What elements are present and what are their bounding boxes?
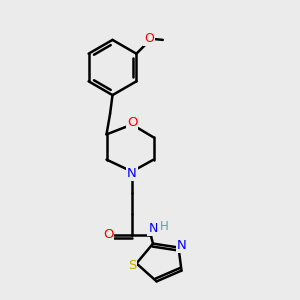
Text: O: O (103, 227, 113, 241)
Text: O: O (144, 32, 154, 45)
Text: N: N (127, 167, 137, 180)
Text: S: S (128, 259, 136, 272)
Text: N: N (148, 221, 158, 235)
Text: O: O (127, 116, 137, 129)
Text: N: N (177, 238, 186, 252)
Text: H: H (160, 220, 169, 233)
